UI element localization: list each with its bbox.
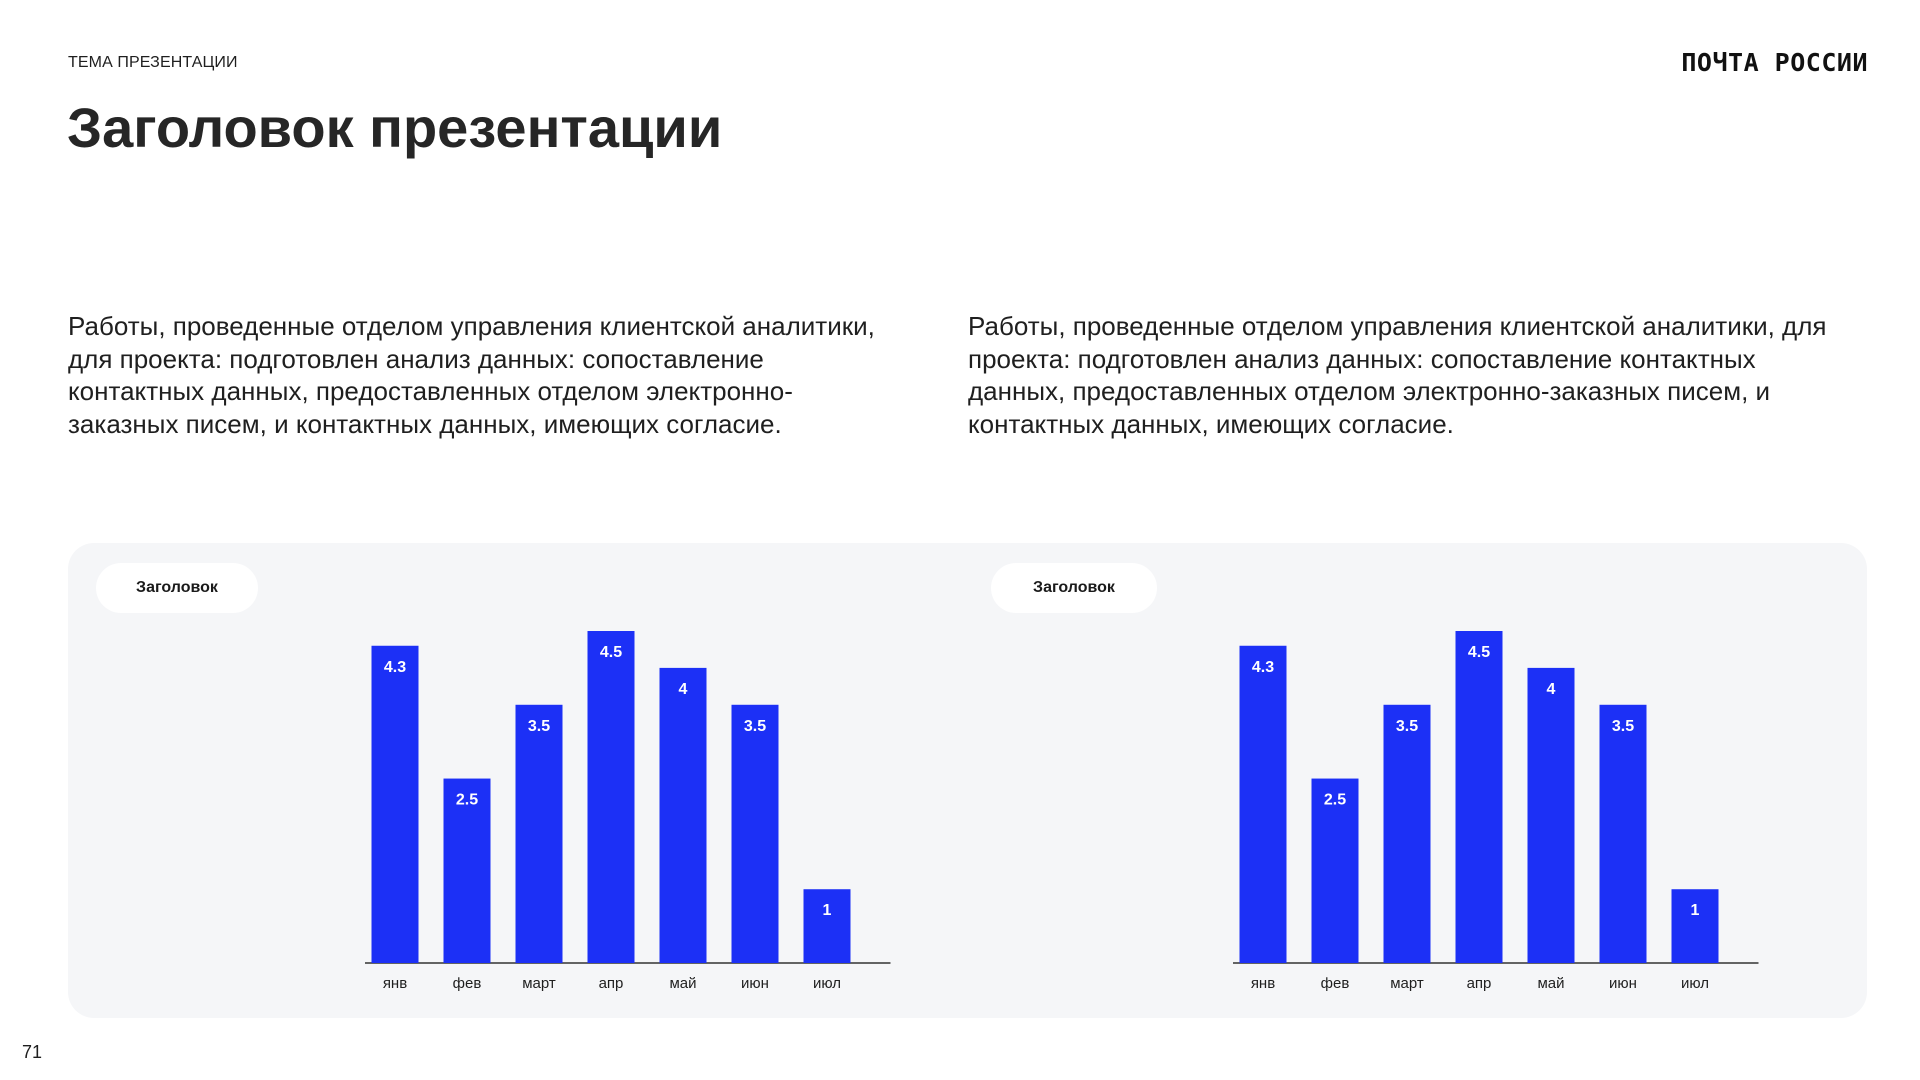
bar-июн: [731, 704, 779, 963]
x-tick-label: фев: [453, 975, 482, 992]
bar-value-label: 1: [823, 902, 832, 919]
bar-value-label: 2.5: [1324, 792, 1346, 809]
bar-май: [659, 667, 707, 963]
bar-июн: [1599, 704, 1647, 963]
page-number: 71: [22, 1042, 43, 1062]
bar-янв: [1239, 645, 1287, 963]
bar-value-label: 3.5: [1612, 718, 1634, 735]
x-tick-label: апр: [599, 975, 624, 992]
bar-value-label: 3.5: [1396, 718, 1418, 735]
x-tick-label: июн: [1609, 975, 1637, 992]
bar-value-label: 4: [1547, 681, 1556, 698]
bar-март: [515, 704, 563, 963]
bar-value-label: 4: [679, 681, 688, 698]
x-tick-label: апр: [1467, 975, 1492, 992]
chart-title-badge-2: Заголовок: [991, 563, 1157, 613]
bar-июл: [1671, 889, 1719, 963]
x-tick-label: май: [1537, 975, 1564, 992]
bar-апр: [587, 631, 635, 963]
bar-фев: [443, 778, 491, 963]
x-tick-label: фев: [1321, 975, 1350, 992]
bar-value-label: 4.5: [600, 644, 622, 661]
charts-panel: Заголовок Заголовок 4.3 янв 2.5 фев 3.5 март 4…: [68, 543, 1867, 1018]
x-tick-label: март: [522, 975, 556, 992]
bar-фев: [1311, 778, 1359, 963]
body-text-right: Работы, проведенные отделом управления к…: [968, 311, 1827, 439]
x-tick-label: май: [669, 975, 696, 992]
bar-value-label: 4.3: [1252, 659, 1274, 676]
bar-value-label: 2.5: [456, 792, 478, 809]
bar-value-label: 1: [1691, 902, 1700, 919]
x-tick-label: июл: [1681, 975, 1709, 992]
bar-value-label: 3.5: [744, 718, 766, 735]
bar-янв: [371, 645, 419, 963]
x-tick-label: июн: [741, 975, 769, 992]
bar-chart-1: 4.3 янв 2.5 фев 3.5 март 4.5 апр 4 май 3.5 июн 1 июл: [365, 631, 891, 992]
bar-value-label: 4.5: [1468, 644, 1490, 661]
bar-value-label: 3.5: [528, 718, 550, 735]
x-tick-label: янв: [383, 975, 407, 992]
body-text-left: Работы, проведенные отделом управления к…: [68, 311, 875, 439]
presentation-topic: ТЕМА ПРЕЗЕНТАЦИИ: [68, 54, 238, 71]
x-tick-label: июл: [813, 975, 841, 992]
bar-март: [1383, 704, 1431, 963]
x-tick-label: янв: [1251, 975, 1275, 992]
chart-title-badge-1: Заголовок: [96, 563, 258, 613]
bar-апр: [1455, 631, 1503, 963]
pochta-rossii-logo: ПОЧТА РОССИИ: [1681, 48, 1868, 77]
bar-value-label: 4.3: [384, 659, 406, 676]
x-tick-label: март: [1390, 975, 1424, 992]
bar-chart-2: 4.3 янв 2.5 фев 3.5 март 4.5 апр 4 май 3.5 июн 1 июл: [1233, 631, 1759, 992]
bar-июл: [803, 889, 851, 963]
page-title: Заголовок презентации: [67, 96, 723, 159]
bar-май: [1527, 667, 1575, 963]
